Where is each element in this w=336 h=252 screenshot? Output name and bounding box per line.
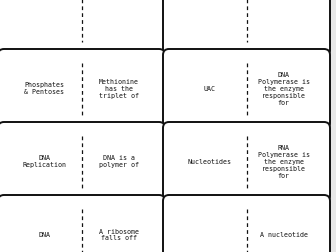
Text: DNA
Polymerase is
the enzyme
responsible
for: DNA Polymerase is the enzyme responsible… (258, 72, 310, 106)
Text: DNA
Replication: DNA Replication (22, 155, 66, 169)
Text: DNA is a
polymer of: DNA is a polymer of (99, 155, 139, 169)
FancyBboxPatch shape (163, 195, 330, 252)
Text: RNA
Polymerase is
the enzyme
responsible
for: RNA Polymerase is the enzyme responsible… (258, 145, 310, 179)
Text: DNA: DNA (38, 232, 50, 238)
Text: UAC: UAC (203, 86, 215, 92)
Text: A nucleotide: A nucleotide (260, 232, 308, 238)
FancyBboxPatch shape (163, 122, 330, 202)
FancyBboxPatch shape (0, 0, 165, 56)
FancyBboxPatch shape (0, 49, 165, 129)
Text: Phosphates
& Pentoses: Phosphates & Pentoses (24, 82, 64, 96)
FancyBboxPatch shape (0, 195, 165, 252)
Text: A ribosome
falls off: A ribosome falls off (99, 229, 139, 241)
FancyBboxPatch shape (163, 0, 330, 56)
Text: Nucleotides: Nucleotides (187, 159, 231, 165)
Text: Methionine
has the
triplet of: Methionine has the triplet of (99, 79, 139, 99)
FancyBboxPatch shape (0, 122, 165, 202)
FancyBboxPatch shape (163, 49, 330, 129)
